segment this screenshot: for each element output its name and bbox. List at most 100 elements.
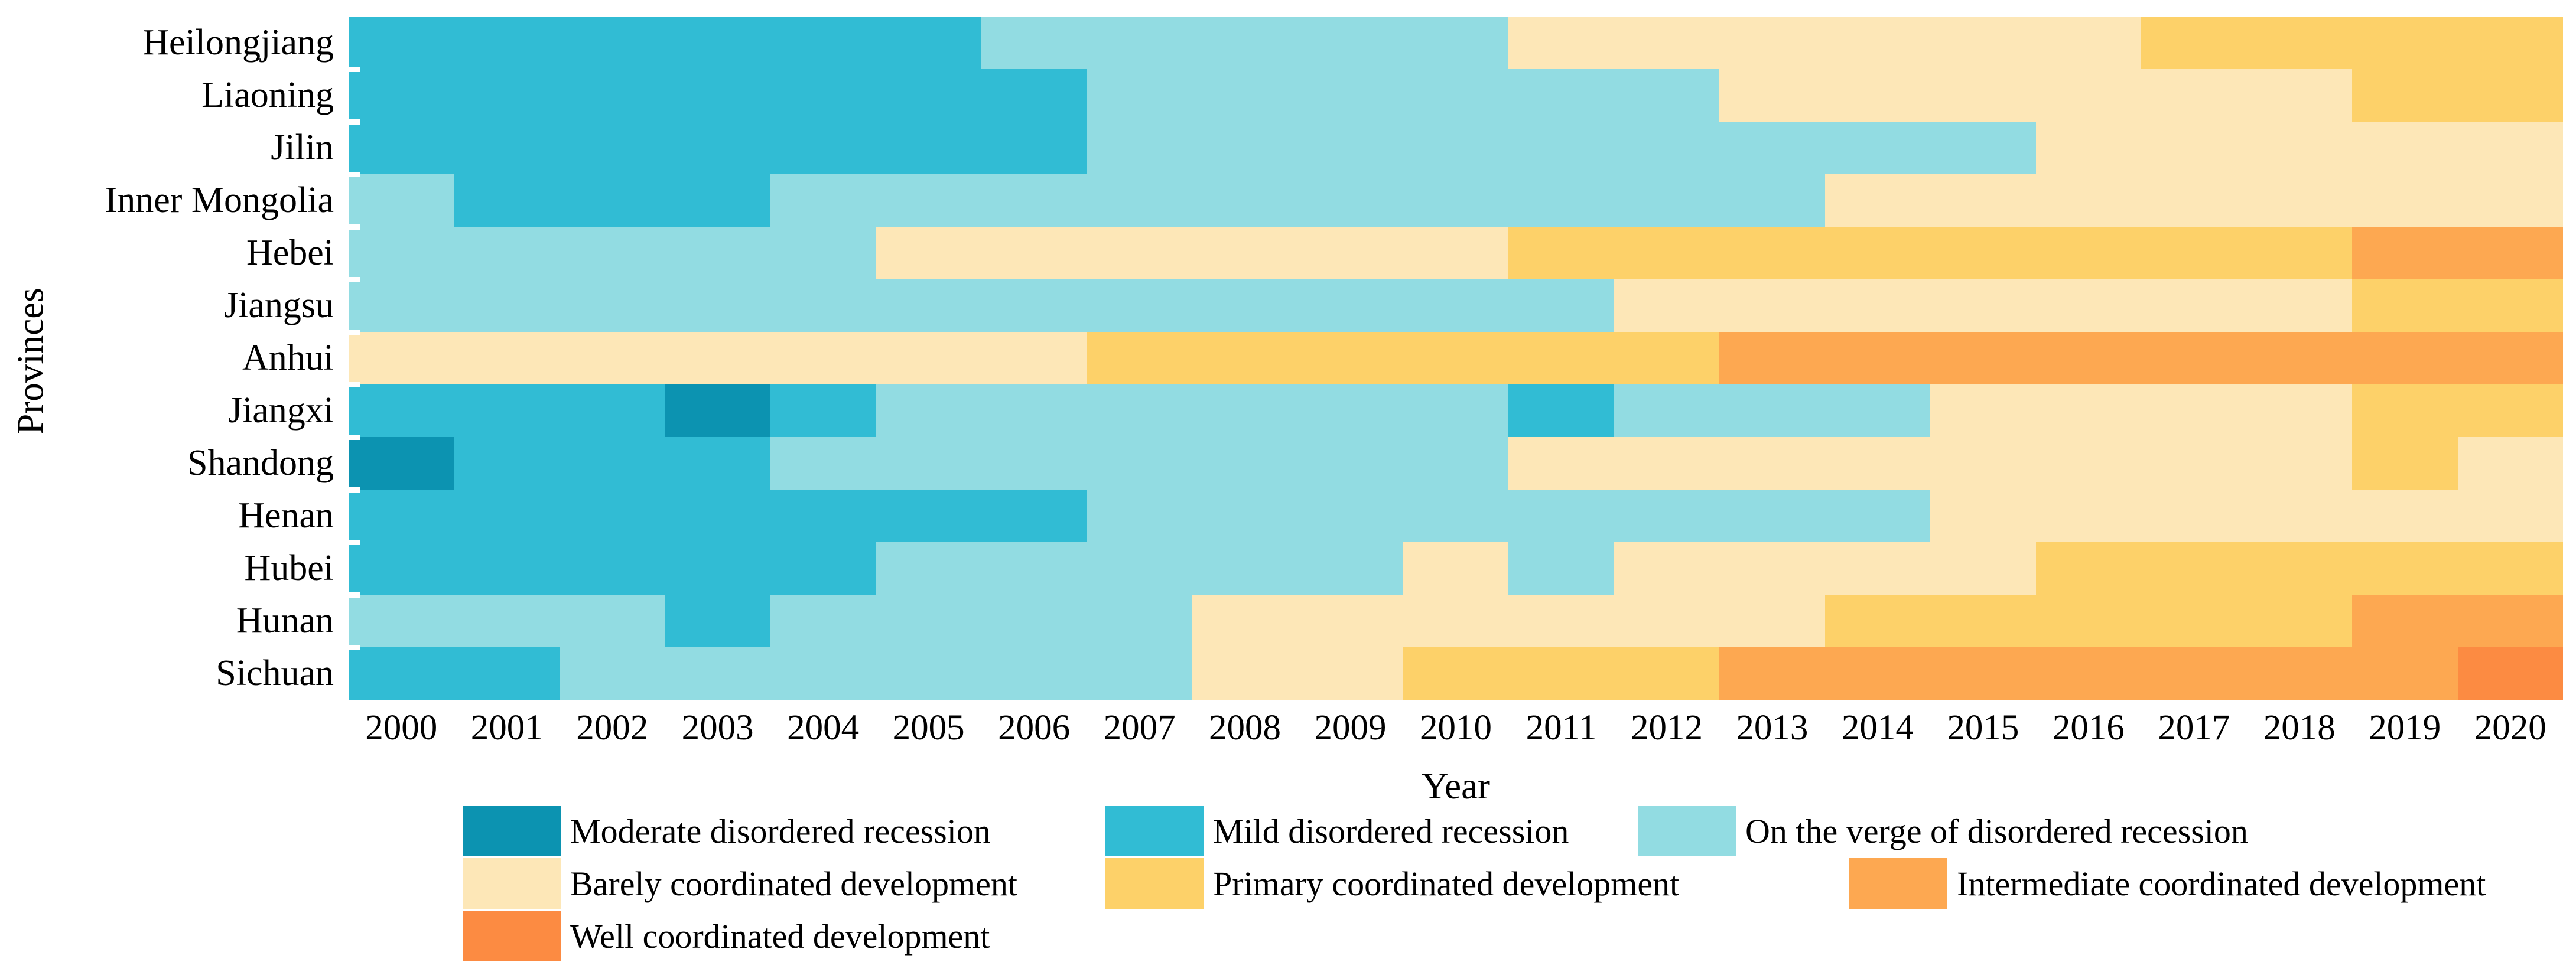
heatmap-cell [559, 542, 665, 595]
heatmap-cell [1824, 17, 1931, 69]
heatmap-cell [1614, 227, 1720, 279]
heatmap-cell [1192, 122, 1298, 174]
heatmap-cell [2246, 542, 2353, 595]
heatmap-cell [1087, 227, 1192, 279]
heatmap-cell [1403, 542, 1509, 595]
heatmap-cell [1297, 384, 1403, 437]
heatmap-cell [1614, 437, 1720, 490]
heatmap-cell [2457, 69, 2563, 122]
heatmap-cell [1087, 647, 1192, 700]
heatmap-cell [981, 595, 1087, 647]
heatmap-cell [454, 69, 560, 122]
heatmap-cell [1192, 647, 1298, 700]
heatmap-cell [1192, 227, 1298, 279]
heatmap-cell [2457, 279, 2563, 332]
y-tick-label: Henan [238, 495, 334, 536]
legend-label: Mild disordered recession [1213, 811, 1569, 850]
heatmap-cell [770, 647, 876, 700]
heatmap-cell [1824, 174, 1931, 227]
heatmap-cell [1824, 279, 1931, 332]
heatmap-cell [665, 332, 770, 384]
x-tick-label: 2002 [576, 708, 649, 748]
heatmap-cell [2035, 69, 2142, 122]
heatmap-cell [2246, 595, 2353, 647]
heatmap-cell [2141, 174, 2247, 227]
heatmap-cell [1297, 227, 1403, 279]
heatmap-cell [665, 279, 770, 332]
heatmap-cell [2457, 647, 2563, 700]
heatmap-cell [1930, 122, 2036, 174]
heatmap-cell [1719, 174, 1825, 227]
heatmap-cell [665, 174, 770, 227]
heatmap-cell [1824, 437, 1931, 490]
heatmap-cell [1719, 542, 1825, 595]
heatmap-cell [2352, 332, 2458, 384]
heatmap-cell [1930, 17, 2036, 69]
heatmap-cell [1930, 69, 2036, 122]
heatmap-cell [1087, 174, 1192, 227]
heatmap-cell [665, 647, 770, 700]
heatmap-cell [2352, 69, 2458, 122]
heatmap-cell [1614, 17, 1720, 69]
heatmap-cell [1403, 437, 1509, 490]
heatmap-cell [559, 174, 665, 227]
heatmap-cell [1087, 279, 1192, 332]
heatmap-cell [349, 332, 454, 384]
axis-tick [345, 644, 360, 650]
heatmap-cell [1508, 595, 1614, 647]
heatmap-cell [2141, 647, 2247, 700]
legend-swatch [463, 858, 561, 909]
heatmap-cell [2352, 17, 2458, 69]
heatmap-cell [2141, 490, 2247, 542]
legend-label: On the verge of disordered recession [1745, 811, 2248, 850]
heatmap-cell [876, 122, 981, 174]
heatmap-cell [1297, 595, 1403, 647]
x-tick-label: 2009 [1314, 708, 1387, 748]
heatmap-cell [559, 595, 665, 647]
heatmap-cell [1930, 227, 2036, 279]
heatmap-cell [2352, 437, 2458, 490]
heatmap-cell [2141, 332, 2247, 384]
heatmap-cell [1614, 490, 1720, 542]
heatmap-cell [349, 279, 454, 332]
heatmap-cell [349, 595, 454, 647]
heatmap-cell [1719, 437, 1825, 490]
heatmap-cell [981, 437, 1087, 490]
x-tick-label: 2011 [1526, 708, 1597, 748]
heatmap-cell [876, 69, 981, 122]
x-tick-label: 2012 [1630, 708, 1703, 748]
heatmap-cell [2352, 174, 2458, 227]
y-tick-label: Jiangxi [227, 390, 334, 431]
heatmap-cell [1403, 279, 1509, 332]
heatmap-cell [559, 332, 665, 384]
heatmap-cell [1297, 69, 1403, 122]
legend-item: Intermediate coordinated development [1849, 858, 2486, 909]
heatmap-cell [1297, 490, 1403, 542]
axis-tick [345, 539, 360, 545]
legend-item: Barely coordinated development [463, 858, 1017, 909]
heatmap-cell [349, 490, 454, 542]
heatmap-cell [2457, 174, 2563, 227]
axis-tick [345, 171, 360, 177]
x-tick-label: 2016 [2052, 708, 2125, 748]
heatmap-cell [2141, 437, 2247, 490]
heatmap-cell [1403, 595, 1509, 647]
axis-tick [345, 119, 360, 125]
heatmap-cell [2246, 69, 2353, 122]
heatmap-cell [1192, 490, 1298, 542]
heatmap-cell [1508, 490, 1614, 542]
heatmap-cell [454, 174, 560, 227]
x-tick-label: 2017 [2158, 708, 2230, 748]
legend-label: Intermediate coordinated development [1957, 864, 2486, 903]
heatmap-cell [981, 69, 1087, 122]
heatmap-cell [981, 17, 1087, 69]
y-tick-label: Hebei [246, 233, 334, 273]
heatmap-cell [559, 384, 665, 437]
heatmap-cell [1614, 647, 1720, 700]
heatmap-cell [1192, 174, 1298, 227]
heatmap-cell [2141, 69, 2247, 122]
heatmap-cell [559, 69, 665, 122]
heatmap-cell [876, 542, 981, 595]
heatmap-cell [1403, 647, 1509, 700]
heatmap-cell [349, 17, 454, 69]
